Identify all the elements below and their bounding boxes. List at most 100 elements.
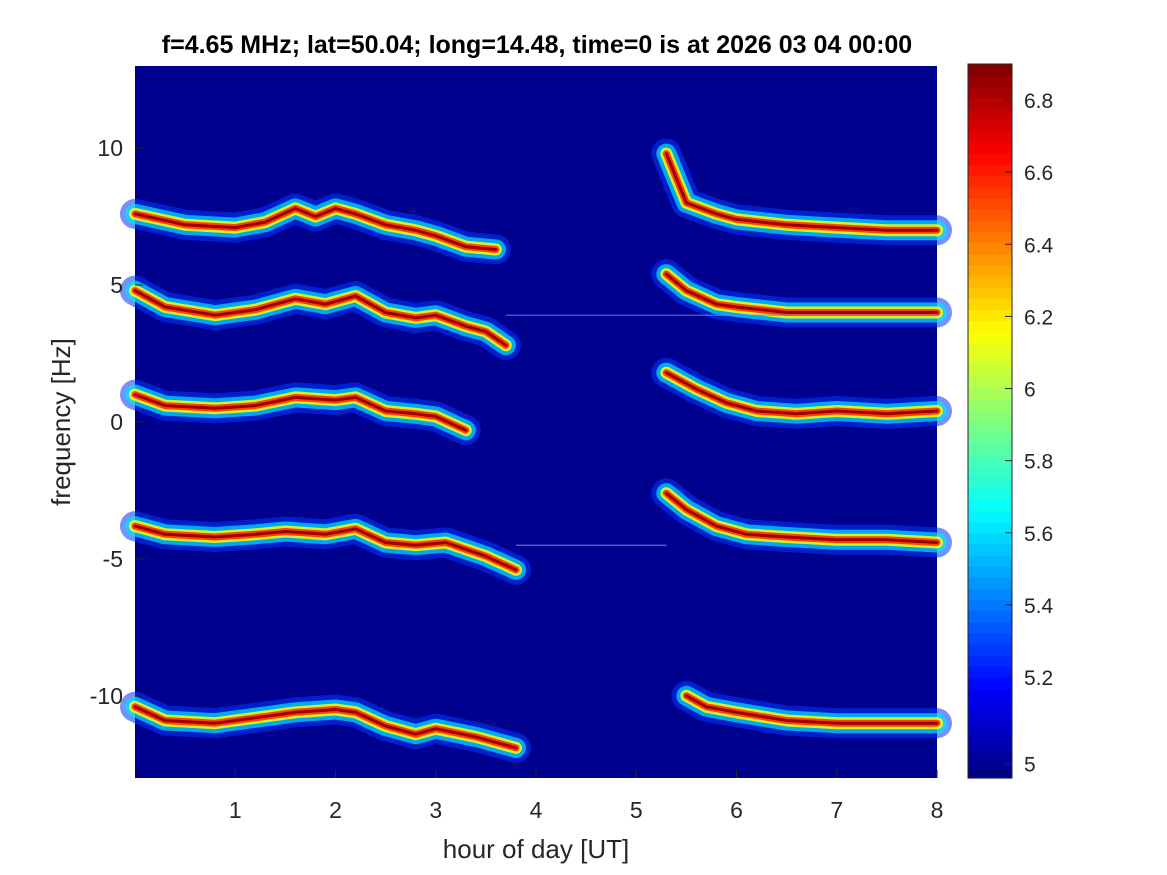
spectral-trace — [120, 259, 952, 361]
trace-segment-layer — [133, 206, 498, 251]
colorbar-band — [968, 744, 1012, 757]
y-tick-label: -5 — [103, 546, 123, 572]
colorbar-band — [968, 443, 1012, 456]
colorbar-band — [968, 75, 1012, 87]
colorbar-band — [968, 376, 1012, 389]
colorbar-band — [968, 454, 1012, 467]
y-tick-label: 5 — [110, 272, 123, 298]
colorbar-band — [968, 86, 1012, 99]
colorbar-band — [968, 543, 1012, 556]
y-axis-label: frequency [Hz] — [46, 338, 76, 506]
colorbar-band — [968, 755, 1012, 768]
colorbar-band — [968, 209, 1012, 221]
spectral-trace — [120, 357, 952, 446]
colorbar-band — [968, 164, 1012, 177]
colorbar-band — [968, 153, 1012, 166]
colorbar-band — [968, 688, 1012, 701]
colorbar-band — [968, 175, 1012, 188]
y-tick-label: 10 — [97, 135, 123, 161]
colorbar-band — [968, 655, 1012, 668]
x-axis-label: hour of day [UT] — [443, 834, 629, 864]
colorbar-band — [968, 287, 1012, 299]
colorbar-tick-label: 5.6 — [1024, 523, 1053, 546]
colorbar-band — [968, 476, 1012, 489]
colorbar-band — [968, 566, 1012, 578]
trace-segment-layer — [133, 524, 518, 572]
colorbar-band — [968, 197, 1012, 210]
colorbar-band — [968, 677, 1012, 690]
colorbar-band — [968, 242, 1012, 255]
colorbar-band — [968, 409, 1012, 422]
colorbar-tick-label: 5 — [1024, 754, 1036, 777]
x-tick-label: 4 — [530, 797, 543, 823]
colorbar-band — [968, 766, 1012, 779]
colorbar-frame — [967, 63, 1013, 779]
y-tick-label: 0 — [110, 409, 123, 435]
colorbar-band — [968, 398, 1012, 411]
y-tick-label: -10 — [90, 683, 123, 709]
colorbar-tick-label: 5.4 — [1024, 595, 1054, 618]
spectral-trace — [120, 138, 952, 265]
y-axis-ticks: 10 5 0 -5 -10 — [90, 135, 143, 709]
colorbar-band — [968, 365, 1012, 377]
colorbar-ticks: 5 5.2 5.4 5.6 5.8 6 6.2 6.4 6.6 6.8 — [1005, 90, 1054, 777]
colorbar-band — [968, 599, 1012, 612]
colorbar-tick-label: 5.2 — [1024, 667, 1053, 690]
colorbar-band — [968, 220, 1012, 232]
x-tick-label: 8 — [931, 797, 944, 823]
colorbar-band — [968, 499, 1012, 511]
colorbar-band — [968, 130, 1012, 143]
colorbar-band — [968, 119, 1012, 132]
trace-segment-layer — [664, 371, 939, 416]
colorbar-band — [968, 342, 1012, 355]
colorbar-band — [968, 421, 1012, 433]
x-tick-label: 6 — [730, 797, 743, 823]
colorbar-band — [968, 554, 1012, 567]
trace-segment-layer — [664, 152, 939, 232]
colorbar-band — [968, 331, 1012, 344]
colorbar-tick-label: 6.8 — [1024, 90, 1053, 113]
x-axis-ticks: 1 2 3 4 5 6 7 8 — [229, 770, 944, 823]
colorbar-band — [968, 264, 1012, 277]
colorbar-band — [968, 387, 1012, 400]
spectral-trace — [120, 478, 952, 585]
colorbar-band — [968, 521, 1012, 534]
colorbar-band — [968, 142, 1012, 154]
x-tick-label: 3 — [429, 797, 442, 823]
colorbar-band — [968, 186, 1012, 199]
trace-segment-layer — [133, 393, 468, 432]
colorbar-band — [968, 298, 1012, 311]
colorbar-band — [968, 510, 1012, 523]
trace-segment-layer — [133, 289, 508, 347]
colorbar-band — [968, 487, 1012, 500]
spectrogram-traces — [120, 138, 952, 763]
x-tick-label: 7 — [830, 797, 843, 823]
colorbar-tick-label: 6.2 — [1024, 306, 1053, 329]
colorbar-tick-label: 6.6 — [1024, 162, 1053, 185]
colorbar-band — [968, 320, 1012, 333]
colorbar-band — [968, 465, 1012, 478]
colorbar-tick-label: 5.8 — [1024, 451, 1053, 474]
colorbar-band — [968, 231, 1012, 244]
colorbar-band — [968, 97, 1012, 110]
colorbar-band — [968, 610, 1012, 623]
trace-segment-layer — [133, 705, 518, 750]
colorbar-band — [968, 577, 1012, 589]
colorbar-band — [968, 309, 1012, 322]
trace-segment-layer — [684, 694, 939, 725]
colorbar-band — [968, 275, 1012, 288]
colorbar: 5 5.2 5.4 5.6 5.8 6 6.2 6.4 6.6 6.8 — [967, 63, 1054, 779]
x-tick-label: 5 — [630, 797, 643, 823]
x-tick-label: 1 — [229, 797, 242, 823]
colorbar-band — [968, 733, 1012, 746]
colorbar-band — [968, 644, 1012, 656]
colorbar-band — [968, 253, 1012, 266]
trace-segment-layer — [664, 272, 939, 314]
colorbar-band — [968, 532, 1012, 545]
x-tick-label: 2 — [329, 797, 342, 823]
colorbar-gradient — [968, 64, 1012, 779]
colorbar-band — [968, 666, 1012, 679]
colorbar-band — [968, 64, 1012, 76]
spectral-trace — [120, 680, 952, 763]
colorbar-band — [968, 632, 1012, 645]
